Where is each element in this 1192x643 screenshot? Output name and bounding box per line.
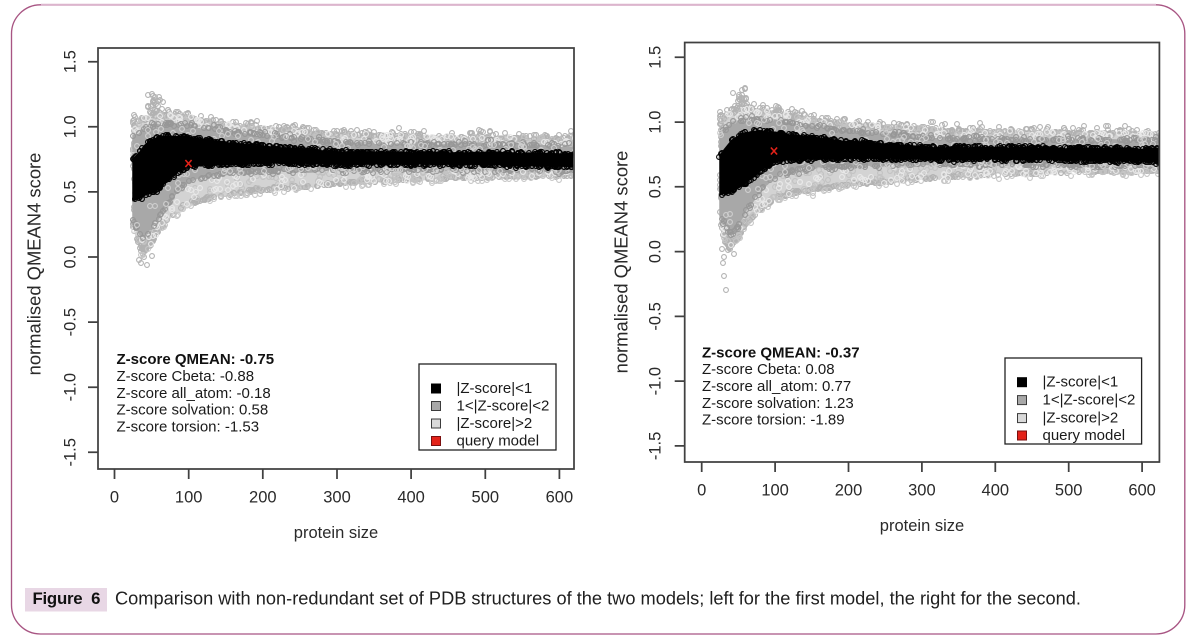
svg-text:|Z-score|<1: |Z-score|<1: [1043, 374, 1119, 391]
svg-text:query model: query model: [1043, 427, 1126, 444]
svg-text:1.0: 1.0: [62, 115, 80, 138]
svg-text:1.0: 1.0: [647, 111, 665, 134]
svg-text:Z-score Cbeta: 0.08: Z-score Cbeta: 0.08: [702, 361, 835, 378]
svg-text:600: 600: [1128, 481, 1156, 499]
svg-text:0.5: 0.5: [647, 175, 665, 198]
svg-text:300: 300: [908, 481, 936, 499]
svg-text:200: 200: [835, 481, 863, 499]
svg-text:Comparison with non-redundant: Comparison with non-redundant set of PDB…: [115, 589, 1081, 609]
svg-text:-1.0: -1.0: [62, 373, 80, 401]
svg-text:1<|Z-score|<2: 1<|Z-score|<2: [1043, 392, 1136, 409]
svg-text:100: 100: [175, 488, 203, 506]
svg-text:1.5: 1.5: [62, 50, 80, 73]
svg-text:400: 400: [982, 481, 1010, 499]
svg-text:-1.5: -1.5: [647, 432, 665, 460]
svg-text:normalised QMEAN4 score: normalised QMEAN4 score: [611, 151, 632, 374]
svg-text:1<|Z-score|<2: 1<|Z-score|<2: [457, 398, 550, 415]
svg-text:400: 400: [397, 488, 425, 506]
svg-text:Z-score all_atom: 0.77: Z-score all_atom: 0.77: [702, 378, 851, 395]
svg-text:-1.0: -1.0: [647, 367, 665, 395]
svg-text:Z-score all_atom: -0.18: Z-score all_atom: -0.18: [117, 385, 271, 402]
svg-text:0: 0: [697, 481, 706, 499]
svg-text:Figure 6: Figure 6: [33, 589, 101, 608]
svg-text:200: 200: [249, 488, 277, 506]
svg-text:Z-score QMEAN: -0.37: Z-score QMEAN: -0.37: [702, 345, 860, 362]
svg-text:300: 300: [323, 488, 351, 506]
svg-text:500: 500: [472, 488, 500, 506]
svg-text:0.0: 0.0: [62, 246, 80, 269]
svg-text:0.0: 0.0: [647, 240, 665, 263]
svg-text:Z-score solvation: 0.58: Z-score solvation: 0.58: [117, 402, 269, 419]
svg-text:-1.5: -1.5: [62, 438, 80, 466]
svg-text:600: 600: [546, 488, 574, 506]
svg-text:0: 0: [110, 488, 119, 506]
svg-text:0.5: 0.5: [62, 180, 80, 203]
svg-text:Z-score Cbeta: -0.88: Z-score Cbeta: -0.88: [117, 368, 255, 385]
svg-text:-0.5: -0.5: [62, 308, 80, 336]
svg-text:Z-score torsion: -1.89: Z-score torsion: -1.89: [702, 412, 845, 429]
svg-text:Z-score QMEAN: -0.75: Z-score QMEAN: -0.75: [117, 351, 275, 368]
svg-text:-0.5: -0.5: [647, 302, 665, 330]
svg-text:protein size: protein size: [880, 517, 964, 535]
svg-text:Z-score torsion: -1.53: Z-score torsion: -1.53: [117, 419, 260, 436]
svg-text:1.5: 1.5: [647, 46, 665, 69]
svg-text:|Z-score|<1: |Z-score|<1: [457, 380, 533, 397]
svg-text:500: 500: [1055, 481, 1083, 499]
svg-text:|Z-score|>2: |Z-score|>2: [1043, 410, 1119, 427]
svg-text:protein size: protein size: [294, 524, 378, 542]
svg-text:100: 100: [761, 481, 789, 499]
svg-text:Z-score solvation: 1.23: Z-score solvation: 1.23: [702, 395, 854, 412]
svg-text:|Z-score|>2: |Z-score|>2: [457, 415, 533, 432]
svg-text:query model: query model: [457, 433, 540, 450]
svg-text:normalised QMEAN4 score: normalised QMEAN4 score: [24, 153, 45, 376]
